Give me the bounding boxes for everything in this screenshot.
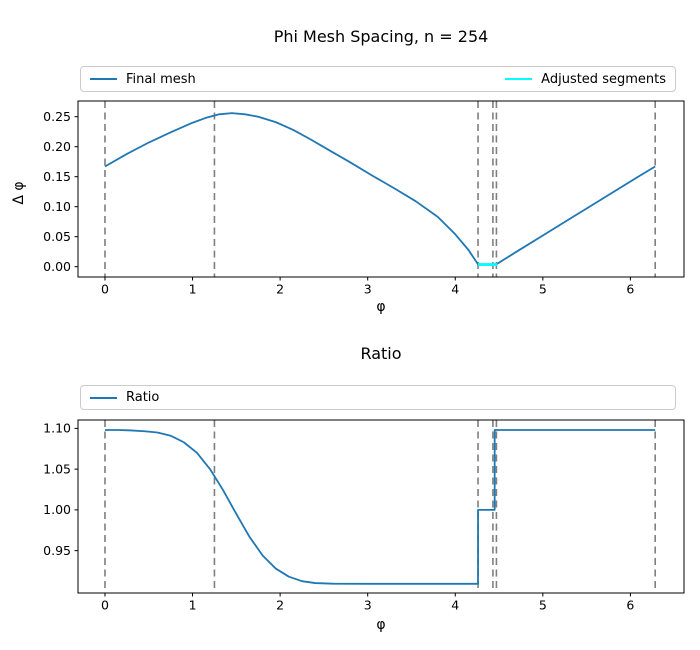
subplot-1: 0 1 2 3 4 5 6 0.95 1.00 1.05 1.10	[43, 419, 685, 613]
adjusted-segments-line-sample	[505, 78, 533, 80]
legend-label-adjusted-segments: Adjusted segments	[541, 71, 666, 87]
x-tick-label: 2	[276, 598, 284, 613]
y-tick-label: 0.05	[43, 229, 71, 244]
legend-label-ratio: Ratio	[126, 390, 160, 405]
legend-item-ratio: Ratio	[90, 390, 159, 405]
legend-item-final-mesh: Final mesh	[90, 72, 196, 87]
top-x-axis-label: φ	[376, 299, 386, 315]
y-tick-label: 1.10	[43, 421, 71, 436]
y-tick-label: 0.15	[43, 169, 71, 184]
x-tick-label: 3	[364, 282, 372, 297]
x-tick-label: 5	[539, 282, 547, 297]
series-line	[104, 112, 656, 266]
x-tick-label: 6	[626, 282, 634, 297]
x-tick-label: 1	[189, 282, 197, 297]
x-tick-label: 1	[189, 598, 197, 613]
x-tick-label: 4	[451, 282, 459, 297]
y-tick-label: 1.05	[43, 461, 71, 476]
final-mesh-line-sample	[90, 78, 117, 80]
axes-spines	[77, 419, 685, 594]
x-tick-label: 4	[451, 598, 459, 613]
legend-label-final-mesh: Final mesh	[126, 71, 196, 87]
ratio-line-sample	[90, 396, 117, 399]
x-tick-label: 5	[539, 598, 547, 613]
x-tick-label: 3	[364, 598, 372, 613]
legend-item-adjusted-segments: Adjusted segments	[505, 72, 666, 87]
y-tick-label: 0.95	[43, 543, 71, 558]
y-tick-label: 0.20	[43, 139, 71, 154]
bottom-chart-title: Ratio	[360, 344, 402, 363]
y-tick-label: 0.00	[43, 259, 71, 274]
y-tick-label: 1.00	[43, 502, 71, 517]
bottom-legend: Ratio	[80, 385, 676, 410]
top-chart-title: Phi Mesh Spacing, n = 254	[273, 27, 489, 46]
x-tick-label: 6	[626, 598, 634, 613]
subplot-0: 0 1 2 3 4 5 6 0.00 0.05 0.10 0.15 0.20 0.25	[43, 100, 685, 297]
x-tick-label: 2	[276, 282, 284, 297]
series-line	[104, 429, 656, 585]
bottom-x-axis-label: φ	[376, 617, 386, 633]
y-tick-label: 0.25	[43, 109, 71, 124]
y-tick-label: 0.10	[43, 199, 71, 214]
axes-spines	[77, 100, 685, 278]
top-y-axis-label: Δ φ	[11, 181, 27, 205]
top-legend: Final mesh Adjusted segments	[80, 66, 676, 92]
x-tick-label: 0	[101, 598, 109, 613]
x-tick-label: 0	[101, 282, 109, 297]
